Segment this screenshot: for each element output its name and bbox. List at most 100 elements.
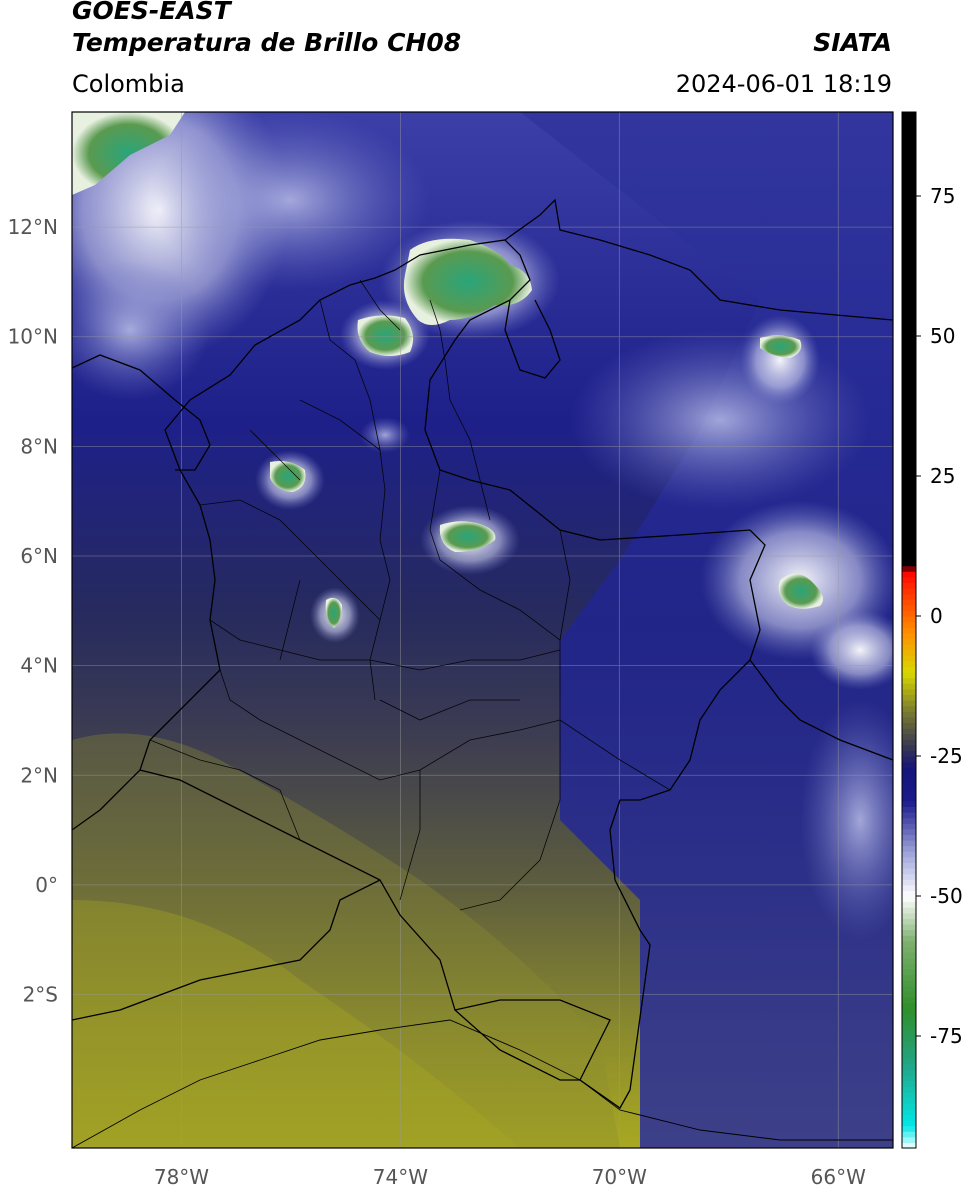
colorbar-segment [902, 302, 916, 309]
colorbar-segment [902, 369, 916, 376]
colorbar-segment [902, 364, 916, 371]
colorbar-segment [902, 789, 916, 796]
colorbar-segment [902, 263, 916, 270]
colorbar-segment [902, 196, 916, 203]
colorbar-segment [902, 834, 916, 841]
colorbar-segment [902, 520, 916, 527]
colorbar-segment [902, 795, 916, 802]
colorbar-segment [902, 750, 916, 757]
colorbar-segment [902, 660, 916, 667]
colorbar-segment [902, 431, 916, 438]
colorbar-segment [902, 627, 916, 634]
colorbar-segment [902, 700, 916, 707]
colorbar-segment [902, 1036, 916, 1043]
colorbar-segment [902, 632, 916, 639]
ecuador-peru-border [72, 769, 141, 831]
colorbar-segment [902, 112, 916, 119]
colorbar-segment [902, 296, 916, 303]
colorbar-segment [902, 946, 916, 953]
river-line [72, 1019, 893, 1148]
colorbar-segment [902, 190, 916, 197]
colorbar-segment [902, 1086, 916, 1093]
colorbar-segment [902, 672, 916, 679]
colorbar-segment [902, 347, 916, 354]
colorbar-segment [902, 1024, 916, 1031]
colorbar-segment [902, 268, 916, 275]
colorbar-segment [902, 1136, 916, 1143]
lon-tick-label: 70°W [592, 1165, 647, 1189]
colorbar-segment [902, 162, 916, 169]
colorbar-segment [902, 621, 916, 628]
latitude-tick-labels: 12°N 10°N 8°N 6°N 4°N 2°N 0° 2°S [8, 215, 58, 1006]
colorbar-segment [902, 1108, 916, 1115]
colorbar-tick-label: -75 [930, 1024, 963, 1048]
colorbar-segment [902, 1142, 916, 1149]
colorbar-frame [901, 111, 917, 1149]
colorbar-segment [902, 957, 916, 964]
colorbar-segment [902, 184, 916, 191]
colorbar-segment [902, 526, 916, 533]
colorbar-segment [902, 470, 916, 477]
colorbar-segment [902, 134, 916, 141]
colorbar-segment [902, 1019, 916, 1026]
brazil-peru-border [454, 1009, 580, 1081]
colorbar-segment [902, 324, 916, 331]
colorbar-segment [902, 739, 916, 746]
colorbar-segment [902, 414, 916, 421]
colorbar-segment [902, 145, 916, 152]
colorbar-segment [902, 728, 916, 735]
map-frame [71, 111, 894, 1149]
lat-tick-label: 10°N [8, 325, 58, 349]
colorbar-segment [902, 168, 916, 175]
lat-tick-label: 2°S [23, 983, 58, 1007]
colorbar-segment [902, 1002, 916, 1009]
colorbar-segment [902, 487, 916, 494]
colorbar-segment [902, 425, 916, 432]
colorbar-segment [902, 879, 916, 886]
colorbar-tick-label: 75 [930, 184, 955, 208]
colorbar-segment [902, 778, 916, 785]
colorbar-segment [902, 1013, 916, 1020]
colorbar-segment [902, 313, 916, 320]
colorbar-segment [902, 229, 916, 236]
colorbar-segment [902, 952, 916, 959]
colorbar-segment [902, 280, 916, 287]
colorbar-tick-label: -25 [930, 744, 963, 768]
colorbar-segment [902, 246, 916, 253]
colorbar-segment [902, 1131, 916, 1138]
colorbar-segment [902, 375, 916, 382]
colorbar-segment [902, 207, 916, 214]
colorbar-segment [902, 901, 916, 908]
colorbar-segment [902, 571, 916, 578]
colorbar-segment [902, 845, 916, 852]
venezuela-brazil-border [749, 659, 893, 761]
lon-tick-label: 66°W [811, 1165, 866, 1189]
colorbar-segment [902, 968, 916, 975]
product-title: Temperatura de Brillo CH08 [72, 28, 462, 57]
colorbar-segment [902, 576, 916, 583]
colorbar-segment [902, 716, 916, 723]
colorbar-segment [902, 705, 916, 712]
colorbar-segment [902, 464, 916, 471]
colorbar-segment [902, 235, 916, 242]
colorbar-segment [902, 212, 916, 219]
longitude-tick-labels: 78°W 74°W 70°W 66°W [154, 1165, 866, 1189]
colorbar-segment [902, 683, 916, 690]
colorbar-segment [902, 1058, 916, 1065]
colorbar-segment [902, 123, 916, 130]
colorbar-segment [902, 851, 916, 858]
colorbar-segment [902, 548, 916, 555]
colorbar-segment [902, 285, 916, 292]
colorbar-segment [902, 767, 916, 774]
colorbar-segment [902, 543, 916, 550]
colorbar-segment [902, 1120, 916, 1127]
colorbar-segment [902, 504, 916, 511]
colombia-border [139, 239, 766, 1109]
imagery-layer [72, 112, 893, 1148]
colorbar-segment [902, 1052, 916, 1059]
colorbar-segment [902, 560, 916, 567]
colorbar-segment [902, 352, 916, 359]
colorbar-tick-label: -50 [930, 884, 963, 908]
colorbar-segment [902, 929, 916, 936]
